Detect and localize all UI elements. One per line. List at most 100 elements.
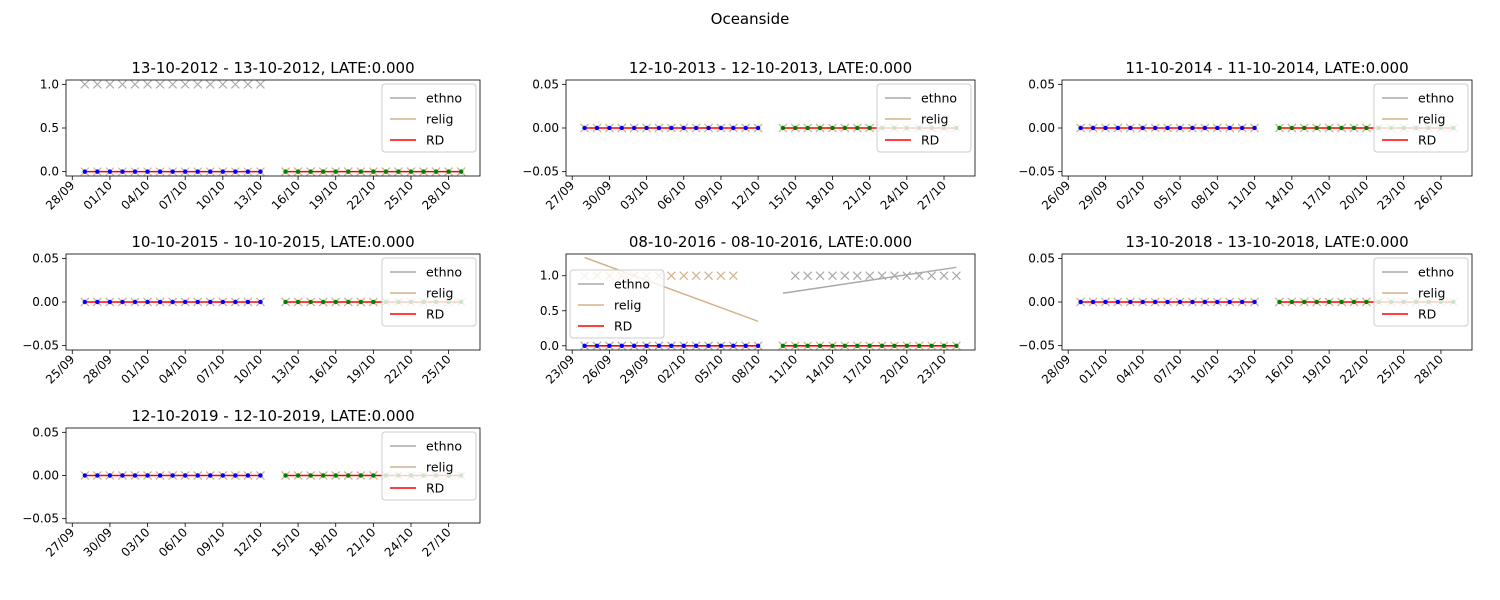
post-period-dot xyxy=(358,299,364,305)
pre-period-dot xyxy=(233,169,238,174)
pre-period-dot xyxy=(82,473,88,478)
pre-period-dot xyxy=(1252,299,1257,305)
subplot-2: 12-10-2013 - 12-10-2013, LATE:0.000 −0.05… xyxy=(522,59,976,213)
subplot-title: 13-10-2018 - 13-10-2018, LATE:0.000 xyxy=(1125,233,1408,251)
legend-box xyxy=(1373,257,1469,327)
legend: ethno relig RD xyxy=(381,431,477,501)
post-period-dot xyxy=(780,343,786,348)
pre-period-dot xyxy=(755,125,761,131)
x-tick-label: 19/10 xyxy=(306,178,340,212)
legend-label-ethno: ethno xyxy=(426,91,462,106)
pre-period-dot xyxy=(1078,125,1083,131)
legend-box xyxy=(381,83,477,153)
post-period-dot xyxy=(421,169,426,174)
pre-period-dot xyxy=(1215,299,1220,305)
y-tick-label: −0.05 xyxy=(1018,339,1055,353)
legend-label-RD: RD xyxy=(921,133,939,148)
x-tick-label: 22/10 xyxy=(1337,352,1371,386)
post-period-dot xyxy=(1314,299,1319,305)
post-period-dot xyxy=(295,473,301,478)
pre-period-dot xyxy=(582,125,587,131)
post-period-dot xyxy=(941,343,947,348)
pre-period-dot xyxy=(132,299,138,305)
pre-period-dot xyxy=(182,299,188,305)
pre-period-dot xyxy=(731,125,736,131)
post-period-dot xyxy=(1277,125,1282,131)
legend-label-RD: RD xyxy=(426,307,444,322)
x-tick-label: 04/10 xyxy=(118,178,152,212)
post-period-dot xyxy=(371,169,376,174)
subplot-1: 13-10-2012 - 13-10-2012, LATE:0.000 0.0 0.… xyxy=(40,59,481,213)
pre-period-dot xyxy=(681,343,686,348)
pre-period-dot xyxy=(145,169,150,174)
post-period-dot xyxy=(1289,125,1295,131)
pre-period-dot xyxy=(258,169,263,174)
y-tick-label: 0.00 xyxy=(32,295,59,309)
pre-period-dot xyxy=(743,125,748,131)
post-period-dot xyxy=(929,343,934,348)
pre-period-dot xyxy=(755,343,761,348)
post-period-dot xyxy=(892,343,897,348)
x-tick-label: 01/10 xyxy=(81,178,115,212)
post-period-dot xyxy=(879,343,885,348)
post-period-dot xyxy=(780,125,786,131)
pre-period-dot xyxy=(619,343,624,348)
x-tick-label: 30/09 xyxy=(580,178,614,212)
post-period-dot xyxy=(817,125,823,131)
ethno-pre-marker xyxy=(105,79,115,89)
legend-label-ethno: ethno xyxy=(426,265,462,280)
legend-label-RD: RD xyxy=(614,319,632,334)
x-tick-label: 10/10 xyxy=(1188,352,1222,386)
post-period-dot xyxy=(1277,299,1282,305)
x-tick-label: 08/10 xyxy=(729,352,763,386)
x-tick-label: 14/10 xyxy=(803,352,837,386)
ethno-post-marker xyxy=(902,271,912,281)
x-tick-label: 09/10 xyxy=(194,525,228,559)
x-tick-label: 19/10 xyxy=(1300,352,1334,386)
y-tick-label: 0.05 xyxy=(32,251,59,265)
x-tick-label: 28/10 xyxy=(1412,352,1446,386)
pre-period-dot xyxy=(718,343,724,348)
pre-period-dot xyxy=(669,343,674,348)
ethno-post-marker xyxy=(828,271,837,281)
pre-period-dot xyxy=(157,299,163,305)
post-period-dot xyxy=(346,299,351,305)
x-tick-label: 28/09 xyxy=(81,352,115,386)
pre-period-dot xyxy=(145,299,150,305)
pre-period-dot xyxy=(170,473,175,478)
pre-period-dot xyxy=(157,473,163,478)
legend-label-RD: RD xyxy=(1418,133,1436,148)
x-tick-label: 12/10 xyxy=(729,178,763,212)
post-period-dot xyxy=(867,343,872,348)
ethno-pre-marker xyxy=(193,79,203,89)
x-tick-label: 16/10 xyxy=(306,352,340,386)
pre-period-dot xyxy=(1128,125,1133,131)
pre-period-dot xyxy=(245,169,251,174)
pre-period-dot xyxy=(644,125,649,131)
pre-period-dot xyxy=(1227,125,1232,131)
pre-period-dot xyxy=(594,343,600,348)
ethno-pre-marker xyxy=(256,79,265,89)
pre-period-dot xyxy=(1090,125,1096,131)
pre-period-dot xyxy=(208,299,213,305)
x-tick-label: 21/10 xyxy=(344,525,378,559)
pre-period-dot xyxy=(706,125,711,131)
legend-label-ethno: ethno xyxy=(426,439,462,454)
legend-label-ethno: ethno xyxy=(1418,265,1454,280)
post-period-dot xyxy=(383,169,389,174)
pre-period-dot xyxy=(1190,299,1195,305)
post-period-dot xyxy=(358,169,364,174)
pre-period-dot xyxy=(1152,125,1158,131)
pre-period-dot xyxy=(107,169,113,174)
pre-period-dot xyxy=(220,473,226,478)
x-tick-label: 16/10 xyxy=(1263,352,1297,386)
legend-label-ethno: ethno xyxy=(921,91,957,106)
subplot-4: 10-10-2015 - 10-10-2015, LATE:0.000 −0.05… xyxy=(22,233,481,387)
post-period-dot xyxy=(904,343,910,348)
x-tick-label: 01/10 xyxy=(118,352,152,386)
ethno-post-marker xyxy=(852,271,862,281)
ethno-post-marker xyxy=(815,271,825,281)
x-tick-label: 10/10 xyxy=(231,352,265,386)
pre-period-dot xyxy=(1239,299,1245,305)
x-tick-label: 25/10 xyxy=(419,352,453,386)
